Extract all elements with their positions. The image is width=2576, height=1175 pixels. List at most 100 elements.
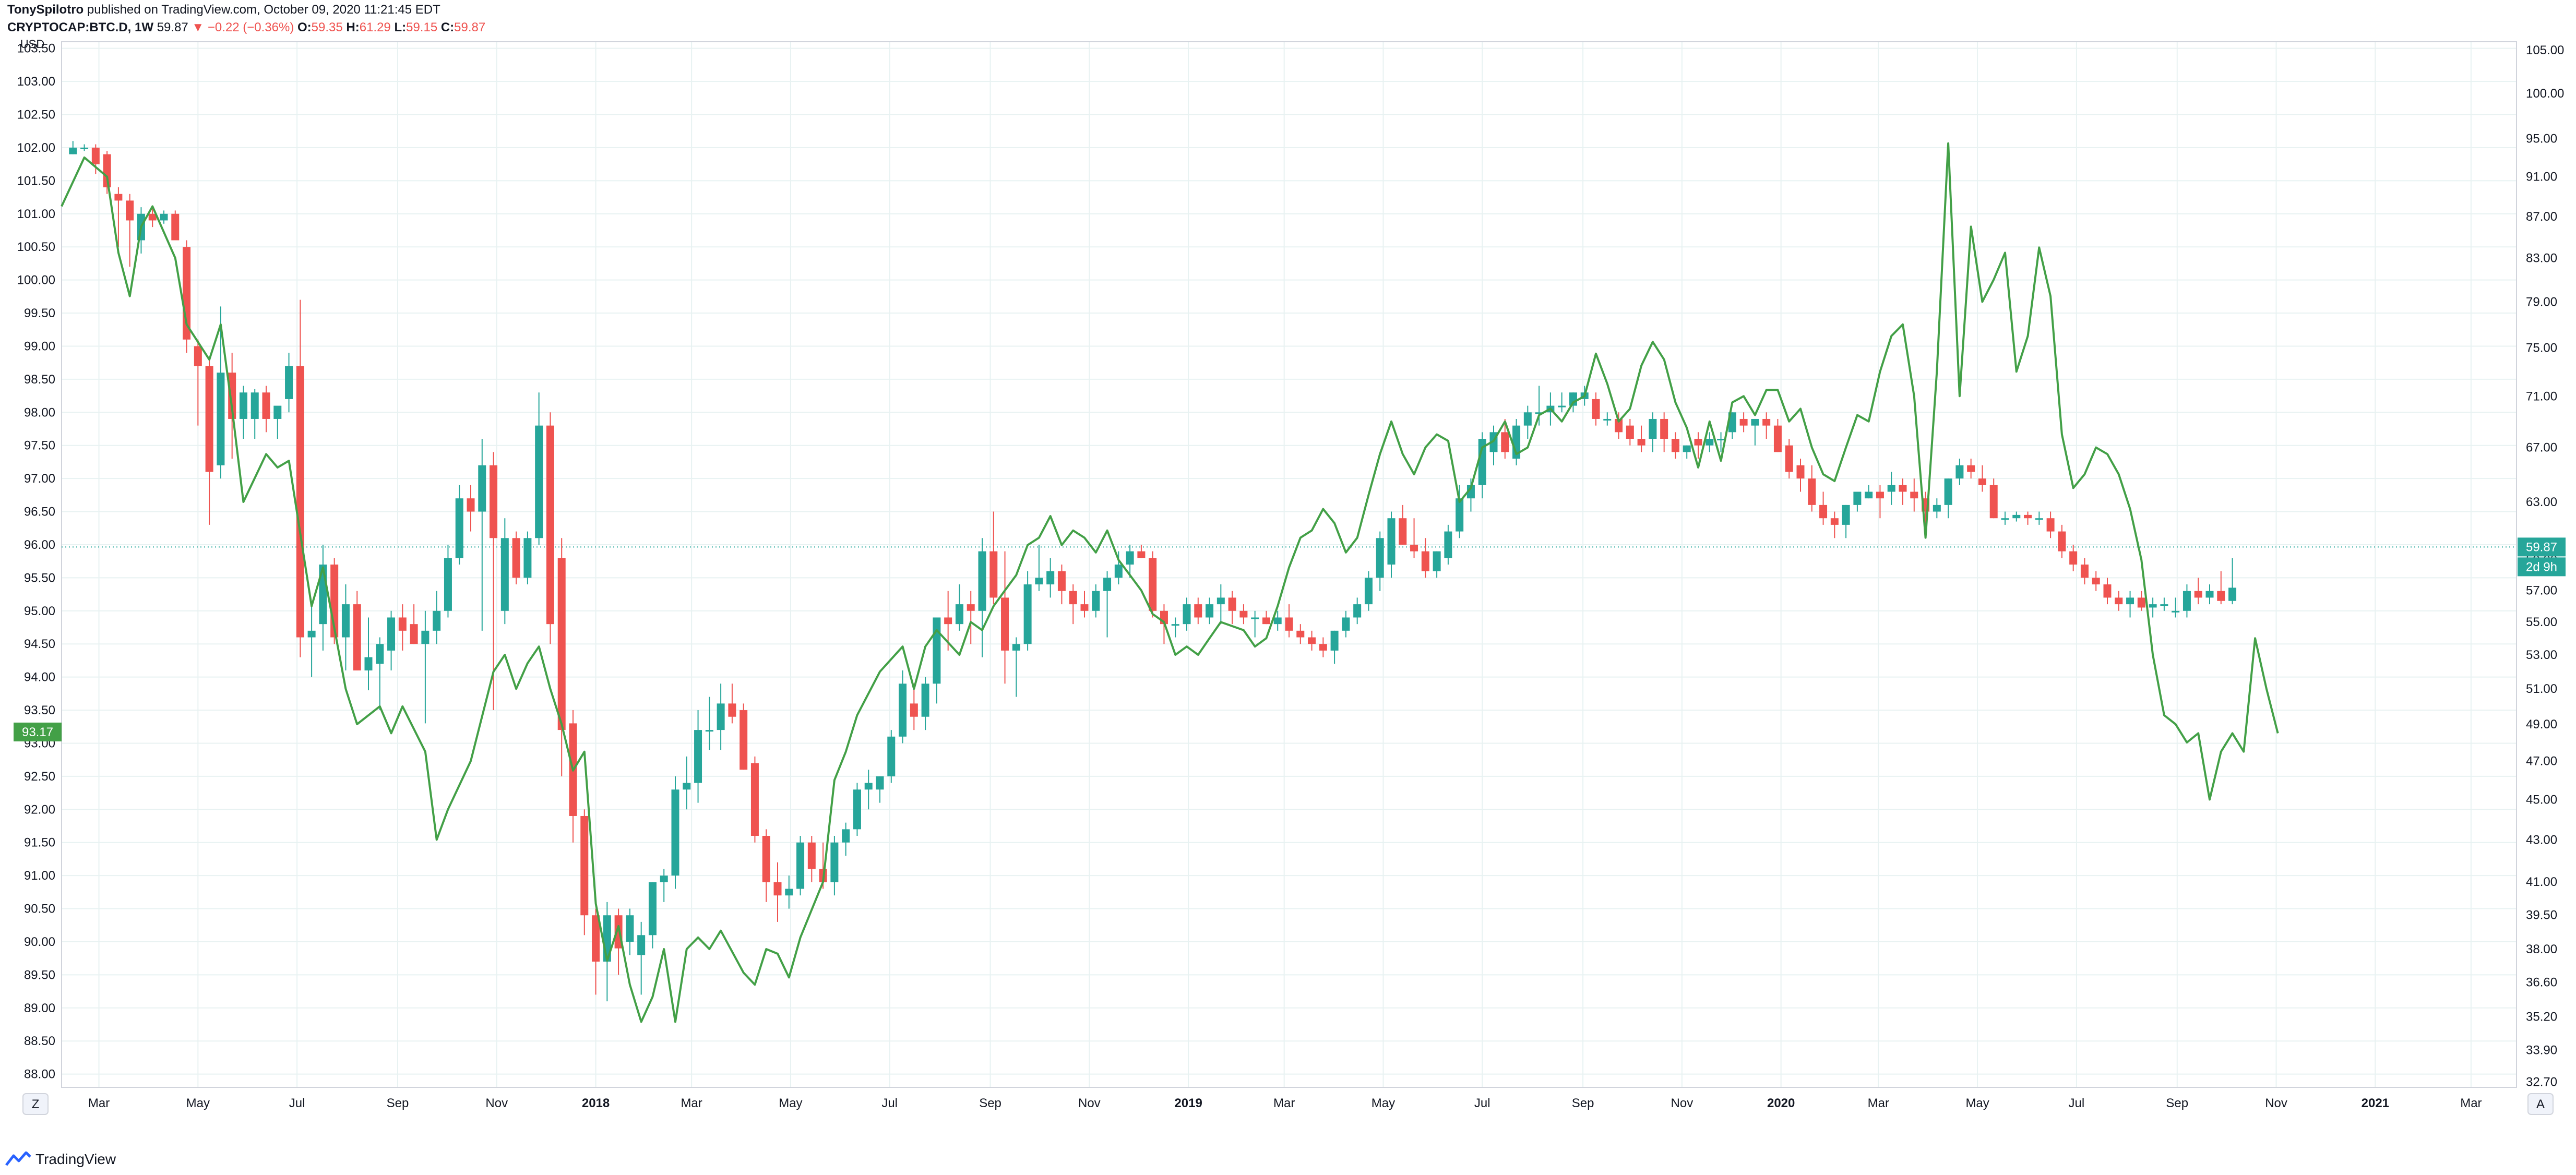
left-axis-tick: 99.50 [24,306,55,320]
candle-up [535,392,543,545]
candle-up [239,386,247,439]
author-name[interactable]: TonySpilotro [7,3,84,17]
candle-up [478,439,486,631]
candle-down [1069,584,1077,625]
candle-body [830,842,839,882]
candle-down [1773,418,1782,452]
right-price-axis[interactable]: 32.70 33.90 35.20 36.60 38.00 39.50 41.00 43.00… [2526,43,2564,1089]
candle-body [796,842,805,889]
candle-body [364,657,373,670]
candle-down [148,207,157,227]
low-value: 59.15 [406,20,438,34]
candle-body [705,730,713,732]
time-axis[interactable]: Mar May Jul Sep Nov 2018 Mar May Jul Sep Nov 2019 Ma… [22,1093,2554,1115]
candle-down [1671,432,1679,459]
candle-up [1046,558,1055,598]
candle-down [1262,610,1270,625]
tradingview-logo[interactable]: TradingView [5,1150,116,1169]
candle-up [341,584,350,670]
time-axis-label: Jul [881,1096,898,1110]
candle-up [1558,392,1566,413]
candle-body [1399,518,1407,545]
candle-down [1626,418,1634,446]
right-axis-tick: 43.00 [2526,833,2557,847]
right-axis-tick: 33.90 [2526,1044,2557,1058]
candle-body [1978,478,1986,485]
candle-up [705,697,713,750]
candle-body [728,703,736,717]
time-axis-label: 2021 [2362,1096,2389,1110]
candle-down [1989,478,1998,519]
candle-up [1535,386,1543,426]
candle-up [2183,584,2191,618]
candle-up [1171,617,1179,638]
candle-up [864,770,873,810]
left-axis-tick: 102.00 [17,141,55,155]
candle-body [626,915,634,942]
price-chart[interactable]: USD 88.00 88.50 89.00 89.50 90.00 90.50 91.00 91… [0,40,2576,1142]
candle-body [512,538,520,578]
candle-body [1251,617,1259,619]
candle-body [1057,571,1066,591]
candle-body [410,624,418,644]
candle-body [955,604,963,625]
candle-body [1773,425,1782,452]
candle-body [910,703,918,717]
candle-down [1137,544,1146,558]
zoom-button[interactable] [22,1093,49,1115]
candle-down [910,684,918,730]
candle-down [1296,624,1305,644]
time-axis-label: Nov [1078,1096,1101,1110]
candle-body [171,213,180,241]
candle-body [296,366,304,638]
candle-body [500,538,509,611]
candle-up [955,584,963,631]
candle-up [319,544,327,651]
candle-body [637,935,646,955]
right-axis-tick: 57.00 [2526,584,2557,598]
candle-body [490,465,498,538]
candle-body [2115,597,2123,605]
candlestick-series[interactable] [69,141,2237,1002]
candle-body [978,551,986,611]
candle-down [398,604,407,651]
candle-up [523,531,532,585]
symbol-name[interactable]: CRYPTOCAP:BTC.D, 1W [7,20,154,34]
candle-body [2069,551,2078,565]
left-axis-tick: 97.50 [24,439,55,453]
candle-up [1944,478,1952,519]
candle-up [1853,491,1862,512]
left-price-axis[interactable]: USD 88.00 88.50 89.00 89.50 90.00 90.50 91.00 91… [17,40,55,1082]
candle-body [1342,617,1350,631]
candle-body [1376,538,1384,578]
candle-body [1296,630,1305,638]
left-last-value-tag [14,722,62,741]
auto-scale-button[interactable] [2527,1093,2554,1115]
candle-down [1808,465,1816,512]
candle-body [853,789,861,830]
candle-body [1478,439,1486,485]
comparison-line-series[interactable] [61,142,2279,1023]
candle-up [1512,418,1521,465]
candle-body [1989,485,1998,519]
candle-body [262,392,270,419]
candle-up [1955,459,1964,485]
left-axis-tick: 100.00 [17,273,55,287]
time-axis-label: Nov [2265,1096,2287,1110]
candle-body [1615,418,1623,433]
candle-body [1592,399,1600,419]
candle-up [387,610,396,670]
candle-up [683,756,691,810]
close-value: 59.87 [454,20,486,34]
right-axis-tick: 55.00 [2526,615,2557,629]
right-axis-tick: 49.00 [2526,717,2557,732]
candle-body [2024,514,2032,519]
candle-up [1489,425,1498,465]
plot-frame [61,41,2517,1088]
high-label: H: [346,20,360,34]
candle-body [126,200,134,221]
candle-up [1330,630,1339,664]
candle-body [1842,505,1850,525]
candle-body [1330,630,1339,651]
comparison-line [61,142,2279,1023]
